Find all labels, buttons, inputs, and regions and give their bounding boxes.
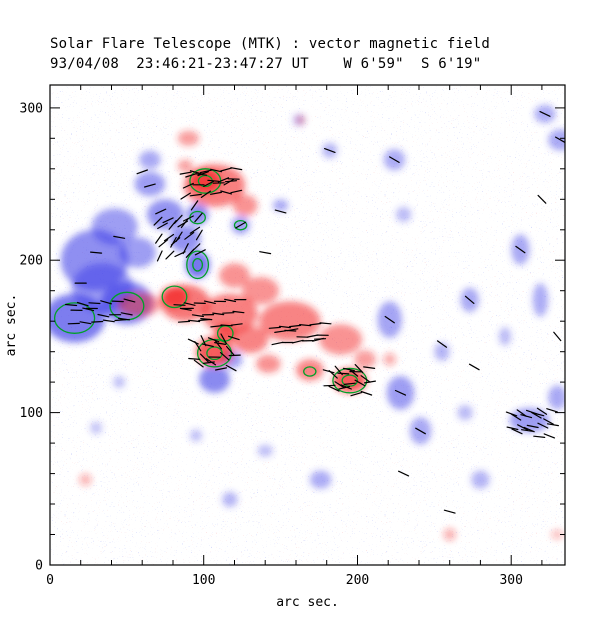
- x-axis-label: arc sec.: [276, 595, 339, 610]
- vector-field: [64, 110, 565, 514]
- svg-text:200: 200: [346, 573, 369, 588]
- svg-text:0: 0: [35, 559, 43, 574]
- tick-labels: 0 100 200 300 0 100 200 300: [20, 101, 523, 588]
- y-axis-label: arc sec.: [4, 294, 19, 357]
- svg-text:200: 200: [20, 254, 43, 269]
- svg-text:300: 300: [20, 101, 43, 116]
- title-block: Solar Flare Telescope (MTK) : vector mag…: [50, 34, 490, 74]
- plot-frame: [49, 84, 566, 566]
- axis-ticks: [49, 85, 565, 566]
- plot-subtitle: 93/04/08 23:46:21-23:47:27 UT W 6'59" S …: [50, 56, 482, 72]
- axis-labels: arc sec. arc sec.: [4, 294, 339, 610]
- svg-text:0: 0: [46, 573, 54, 588]
- svg-text:100: 100: [192, 573, 215, 588]
- svg-text:100: 100: [20, 406, 43, 421]
- svg-text:300: 300: [499, 573, 522, 588]
- noise-layer: [50, 85, 565, 565]
- plot-title: Solar Flare Telescope (MTK) : vector mag…: [50, 36, 491, 52]
